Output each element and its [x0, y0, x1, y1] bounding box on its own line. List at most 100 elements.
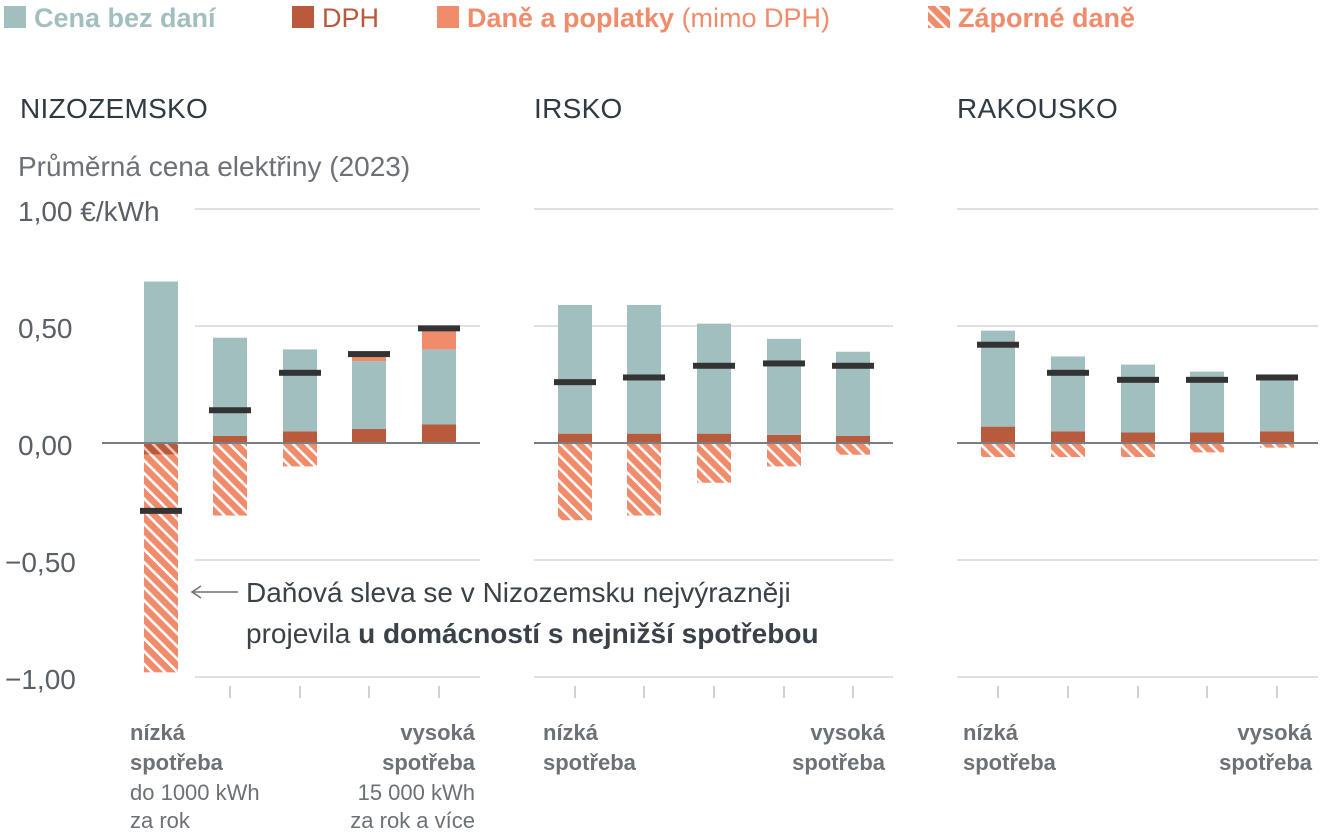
x-label-low-note: za rok — [130, 808, 191, 833]
total-marker — [1047, 369, 1089, 376]
bar-vat — [836, 435, 870, 443]
x-label-high: spotřeba — [792, 750, 886, 775]
bar-price — [283, 349, 317, 432]
annotation-line-2-plain: projevila — [246, 618, 358, 649]
x-ticks — [229, 686, 1278, 698]
legend-label-price: Cena bez daní — [34, 3, 217, 33]
total-marker — [279, 369, 321, 376]
x-label-high-note: za rok a více — [350, 808, 475, 833]
bar-negative — [1260, 443, 1294, 448]
total-marker — [418, 325, 460, 332]
total-marker — [693, 362, 735, 369]
bar-negative-vat — [144, 443, 178, 455]
annotation-line-1: Daňová sleva se v Nizozemsku nejvýrazněj… — [246, 577, 791, 608]
bar-vat — [1260, 431, 1294, 443]
x-label-low-note: do 1000 kWh — [130, 780, 260, 805]
legend-swatch-negative — [928, 6, 950, 28]
y-tick-label: −1,00 — [5, 664, 76, 695]
bar-negative — [767, 443, 801, 467]
total-marker — [1256, 374, 1298, 381]
bar-negative — [1190, 443, 1224, 453]
legend-swatch-price — [4, 6, 26, 28]
bar-taxes — [422, 330, 456, 350]
legend-label-negative: Záporné daně — [958, 3, 1135, 33]
total-marker — [348, 351, 390, 358]
bar-vat — [283, 431, 317, 443]
chart-subtitle: Průměrná cena elektřiny (2023) — [18, 151, 410, 182]
x-label-low: spotřeba — [130, 750, 224, 775]
bar-price — [1121, 364, 1155, 433]
bar-vat — [1121, 432, 1155, 443]
x-label-high: spotřeba — [1219, 750, 1313, 775]
total-marker — [832, 362, 874, 369]
bar-vat — [627, 433, 661, 443]
y-tick-label: −0,50 — [5, 547, 76, 578]
legend-label-taxes-main: Daně a poplatky — [467, 3, 674, 33]
total-marker — [140, 507, 182, 514]
bar-vat — [767, 434, 801, 443]
bar-vat — [697, 433, 731, 443]
bar-price — [697, 323, 731, 434]
legend-swatch-taxes — [437, 6, 459, 28]
annotation-line-2: projevila u domácností s nejnižší spotře… — [246, 618, 819, 649]
bar-negative — [981, 443, 1015, 458]
bars — [144, 281, 1294, 673]
bar-taxes — [352, 356, 386, 362]
bar-negative — [283, 443, 317, 467]
x-label-low: nízká — [543, 720, 599, 745]
total-marker — [209, 407, 251, 414]
bar-price — [558, 304, 592, 434]
x-label-high: vysoká — [1237, 720, 1312, 745]
legend-swatch-vat — [292, 6, 314, 28]
legend-label-vat: DPH — [322, 3, 379, 33]
panel-title-netherlands: NIZOZEMSKO — [20, 93, 208, 124]
bar-vat — [213, 435, 247, 443]
bar-negative — [213, 443, 247, 516]
x-labels-austria: nízká spotřeba vysoká spotřeba — [963, 720, 1313, 775]
bar-vat — [981, 426, 1015, 443]
bar-price — [422, 349, 456, 425]
bar-price — [1051, 356, 1085, 432]
bar-negative — [697, 443, 731, 483]
bar-vat — [558, 433, 592, 443]
bar-price — [213, 337, 247, 436]
x-label-high: spotřeba — [382, 750, 476, 775]
x-label-low: spotřeba — [963, 750, 1057, 775]
total-marker — [763, 360, 805, 367]
total-marker — [554, 379, 596, 386]
x-label-low: nízká — [130, 720, 186, 745]
y-tick-label: 0,00 — [18, 430, 73, 461]
annotation-line-2-bold: u domácností s nejnižší spotřebou — [358, 618, 819, 649]
legend-label-taxes-suffix: (mimo DPH) — [674, 3, 830, 33]
panel-title-ireland: IRSKO — [534, 93, 623, 124]
x-labels-ireland: nízká spotřeba vysoká spotřeba — [543, 720, 886, 775]
bar-vat — [352, 428, 386, 443]
bar-negative — [144, 454, 178, 673]
bar-price — [352, 361, 386, 429]
total-marker — [1117, 376, 1159, 383]
bar-negative — [627, 443, 661, 516]
bar-negative — [836, 443, 870, 455]
total-marker — [1186, 376, 1228, 383]
total-markers — [140, 325, 1298, 514]
annotation: Daňová sleva se v Nizozemsku nejvýrazněj… — [190, 577, 819, 649]
legend: Cena bez daní DPH Daně a poplatky (mimo … — [4, 3, 1135, 33]
annotation-arrow-icon — [190, 585, 202, 599]
bar-price — [767, 338, 801, 435]
y-tick-label: 1,00 €/kWh — [18, 196, 160, 227]
y-tick-label: 0,50 — [18, 313, 73, 344]
x-labels-netherlands: nízká spotřeba do 1000 kWh za rok vysoká… — [130, 720, 476, 833]
x-label-high: vysoká — [810, 720, 885, 745]
total-marker — [623, 374, 665, 381]
bar-price — [627, 304, 661, 434]
x-label-high: vysoká — [400, 720, 475, 745]
bar-negative — [1121, 443, 1155, 458]
legend-label-taxes: Daně a poplatky (mimo DPH) — [467, 3, 830, 33]
bar-negative — [558, 443, 592, 521]
y-axis: 1,00 €/kWh 0,50 0,00 −0,50 −1,00 — [5, 196, 160, 695]
x-label-high-note: 15 000 kWh — [358, 780, 475, 805]
x-label-low: nízká — [963, 720, 1019, 745]
bar-price — [1260, 377, 1294, 432]
bar-negative — [1051, 443, 1085, 458]
